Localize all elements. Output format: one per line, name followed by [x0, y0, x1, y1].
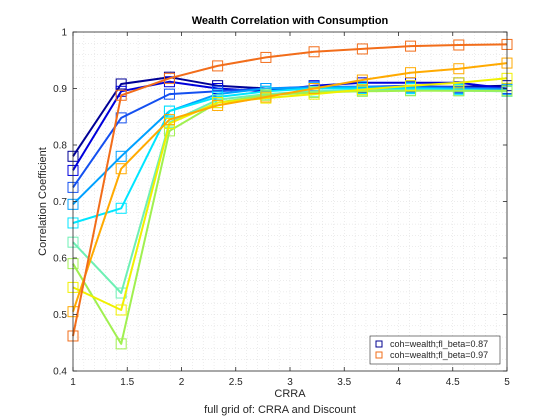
data-point: [453, 63, 465, 75]
y-tick-label: 0.4: [53, 367, 67, 378]
data-point: [405, 40, 417, 52]
data-point: [163, 105, 175, 117]
chart-title: Wealth Correlation with Consumption: [192, 15, 389, 27]
y-tick-label: 0.9: [53, 84, 67, 95]
data-point: [453, 85, 465, 97]
series-10: [67, 38, 513, 342]
x-tick-label: 1: [70, 377, 76, 388]
x-tick-label: 4.5: [446, 377, 460, 388]
x-tick-label: 4: [396, 377, 402, 388]
x-tick-label: 3: [287, 377, 293, 388]
data-point: [260, 91, 272, 103]
y-tick-label: 1: [61, 28, 67, 39]
data-point: [260, 51, 272, 63]
x-tick-label: 5: [504, 377, 510, 388]
x-axis-label: CRRA: [274, 388, 306, 400]
data-point: [115, 202, 127, 214]
series-9: [67, 57, 513, 318]
data-point: [115, 78, 127, 90]
figure-caption: full grid of: CRRA and Discount: [204, 404, 356, 416]
data-point: [115, 150, 127, 162]
series-line: [72, 89, 507, 345]
data-point: [115, 163, 127, 175]
y-tick-label: 0.8: [53, 141, 67, 152]
data-point: [308, 83, 320, 94]
x-tick-label: 2: [179, 377, 185, 388]
series-line: [72, 77, 508, 311]
series-line: [72, 85, 508, 206]
series-line: [72, 87, 508, 224]
data-point: [115, 338, 127, 350]
data-point: [453, 39, 465, 51]
data-point: [308, 46, 320, 58]
legend-label-1: coh=wealth;fl_beta=0.87: [390, 339, 488, 349]
x-tick-label: 3.5: [337, 377, 351, 388]
legend: coh=wealth;fl_beta=0.87 coh=wealth;fl_be…: [369, 335, 501, 365]
data-point: [356, 74, 368, 86]
legend-marker-1: [375, 340, 383, 348]
data-point: [453, 77, 465, 89]
y-axis-label: Correlation Coefficient: [37, 147, 49, 256]
data-point: [212, 60, 224, 72]
data-point: [115, 89, 127, 101]
y-tick-label: 0.5: [53, 310, 67, 321]
x-tick-label: 1.5: [120, 377, 134, 388]
y-tick-label: 0.6: [53, 254, 67, 265]
grid: [73, 32, 507, 371]
series-line: [72, 62, 508, 313]
data-point: [212, 99, 224, 111]
data-point: [163, 88, 175, 100]
legend-label-2: coh=wealth;fl_beta=0.97: [390, 350, 488, 360]
y-tick-label: 0.7: [53, 197, 67, 208]
series-line: [72, 43, 508, 337]
legend-box: [369, 335, 501, 365]
data-point: [405, 80, 417, 92]
data-point: [163, 114, 175, 126]
data-point: [115, 304, 127, 316]
legend-marker-2: [375, 351, 383, 359]
data-point: [356, 43, 368, 55]
x-tick-label: 2.5: [229, 377, 243, 388]
data-point: [405, 67, 417, 79]
data-point: [163, 72, 175, 84]
ticks: 1 1.5 2 2.5 3 3.5 4 4.5 5 0.4 0.5 0.6 0.7 0.8 0.9 1: [53, 28, 510, 389]
